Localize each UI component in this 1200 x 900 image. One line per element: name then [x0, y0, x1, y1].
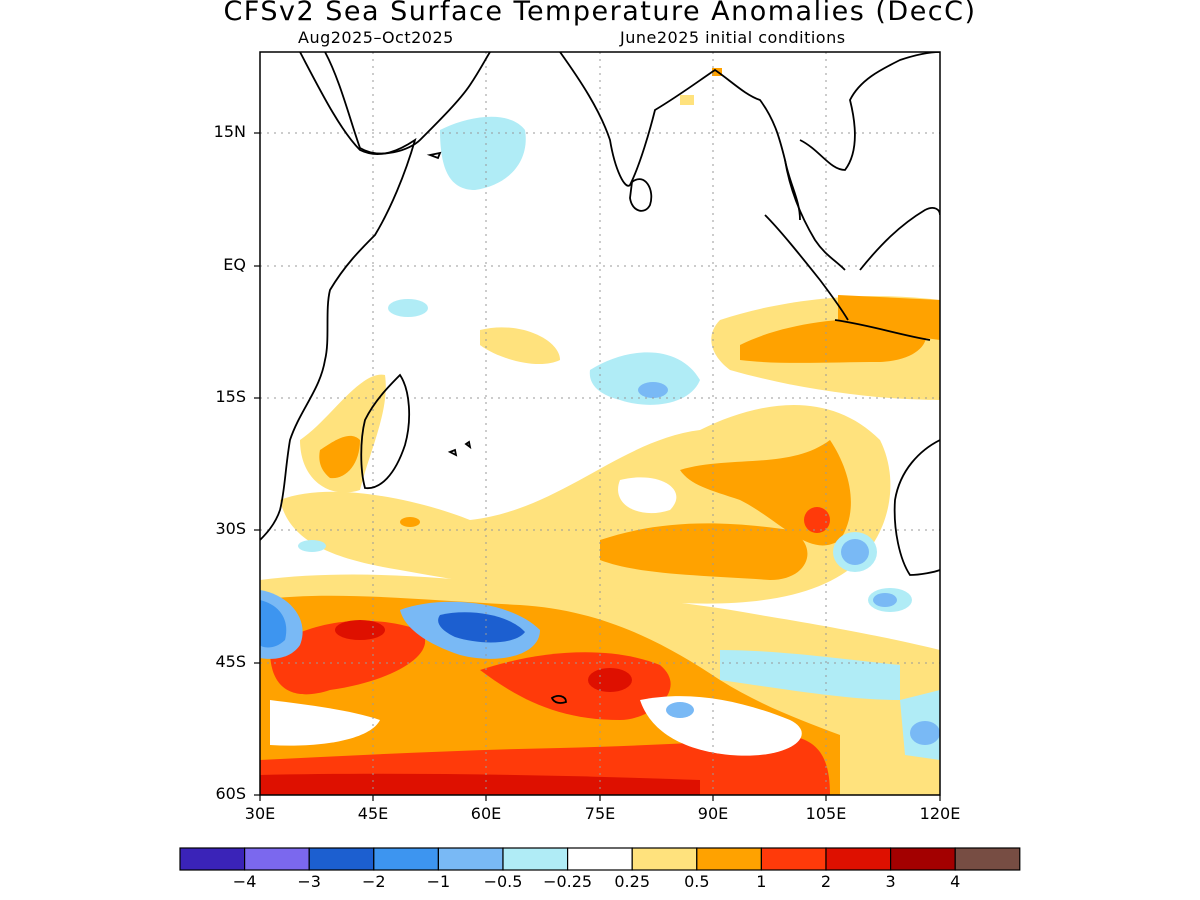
- anomaly-region: [319, 435, 360, 479]
- anomaly-region: [270, 620, 426, 695]
- colorbar-swatch: [502, 847, 569, 871]
- anomaly-region: [589, 352, 700, 405]
- forecast-period: Aug2025–Oct2025: [298, 28, 454, 47]
- anomaly-region: [298, 540, 326, 552]
- lat-label-30s: 30S: [215, 519, 246, 538]
- anomaly-field: [260, 68, 940, 795]
- graticule: [260, 52, 940, 795]
- anomaly-region: [400, 517, 420, 527]
- anomaly-region: [440, 116, 526, 190]
- axis-ticks: [254, 132, 941, 801]
- madagascar: [360, 373, 410, 489]
- socotra: [426, 151, 442, 160]
- india-coastline: [559, 52, 801, 221]
- colorbar-label: 0.5: [684, 872, 710, 891]
- lon-label-75e: 75E: [584, 804, 616, 823]
- anomaly-region: [838, 295, 940, 340]
- colorbar-swatch: [696, 847, 762, 871]
- colorbar-swatch: [954, 847, 1021, 871]
- colorbar-label: 2: [820, 872, 832, 891]
- lat-label-15n: 15N: [213, 122, 246, 141]
- sumatra: [764, 214, 849, 321]
- anomaly-region: [480, 327, 560, 365]
- colorbar-swatch: [566, 847, 633, 871]
- arabia-coastline: [324, 52, 491, 155]
- colorbar-label: −4: [232, 872, 257, 891]
- colorbar-swatch: [760, 847, 827, 871]
- borneo: [859, 207, 940, 271]
- lat-label-45s: 45S: [215, 652, 246, 671]
- initial-conditions: June2025 initial conditions: [620, 28, 846, 47]
- colorbar-label: 4: [950, 872, 961, 891]
- colorbar-label: 1: [756, 872, 767, 891]
- colorbar-swatch: [889, 847, 956, 871]
- colorbar-swatch: [179, 847, 246, 871]
- map-title: CFSv2 Sea Surface Temperature Anomalies …: [223, 0, 977, 27]
- lon-label-105e: 105E: [805, 804, 847, 823]
- anomaly-region: [335, 620, 385, 640]
- colorbar-swatch: [244, 847, 310, 871]
- colorbar-swatch: [308, 847, 375, 871]
- colorbar-label: −3: [297, 872, 321, 891]
- colorbar-swatch: [825, 847, 892, 871]
- malay-peninsula: [784, 159, 846, 271]
- lon-label-120e: 120E: [919, 804, 961, 823]
- anomaly-region: [618, 477, 677, 514]
- anomaly-region: [260, 773, 700, 795]
- anomaly-region: [873, 593, 897, 607]
- kerguelen: [550, 695, 567, 704]
- indochina-coastline: [799, 52, 940, 171]
- anomaly-region: [480, 652, 671, 720]
- anomaly-region: [260, 600, 287, 648]
- sri-lanka: [629, 178, 653, 212]
- java: [834, 319, 931, 341]
- colorbar-swatch: [437, 847, 504, 871]
- mauritius-reunion: [447, 440, 472, 457]
- lon-label-30e: 30E: [244, 804, 276, 823]
- colorbar-label: 0.25: [614, 872, 650, 891]
- anomaly-region: [666, 702, 694, 718]
- anomaly-region: [588, 668, 632, 692]
- anomaly-region: [600, 523, 808, 580]
- anomaly-region: [804, 507, 830, 533]
- lat-label-eq: EQ: [223, 255, 246, 274]
- colorbar-label: −0.25: [543, 872, 593, 891]
- anomaly-region: [270, 700, 380, 746]
- anomaly-region: [680, 95, 694, 105]
- anomaly-region: [910, 721, 940, 745]
- lat-label-60s: 60S: [215, 784, 246, 803]
- anomaly-region: [438, 612, 525, 643]
- lon-label-90e: 90E: [697, 804, 729, 823]
- colorbar-label: 3: [885, 872, 896, 891]
- anomaly-region: [841, 539, 869, 565]
- colorbar-swatch: [373, 847, 439, 871]
- lat-label-15s: 15S: [215, 387, 246, 406]
- lon-label-60e: 60E: [470, 804, 502, 823]
- colorbar: [179, 847, 1021, 871]
- colorbar-label: −1: [426, 872, 451, 891]
- colorbar-label: −2: [362, 872, 386, 891]
- australia-west: [893, 439, 940, 576]
- coastlines: [260, 52, 940, 704]
- anomaly-region: [638, 382, 668, 398]
- africa-coastline: [260, 52, 417, 541]
- colorbar-label: −0.5: [483, 872, 523, 891]
- lon-label-45e: 45E: [357, 804, 389, 823]
- colorbar-swatch: [631, 847, 698, 871]
- anomaly-region: [388, 299, 428, 317]
